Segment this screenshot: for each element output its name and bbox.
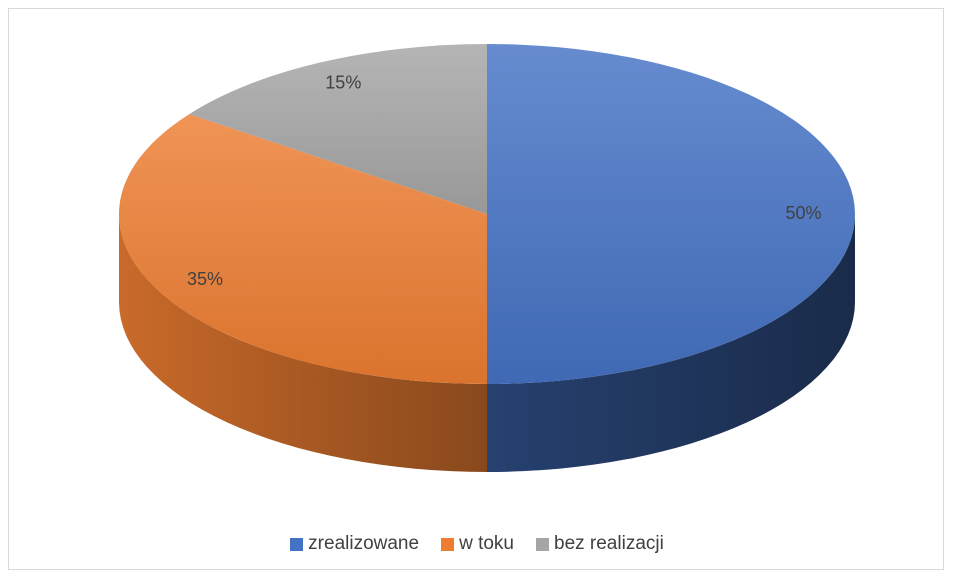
legend-label-w-toku: w toku	[459, 533, 514, 554]
legend: zrealizowane w toku bez realizacji	[0, 533, 954, 555]
pie-slice-bez-realizacji	[189, 44, 488, 214]
legend-label-bez-realizacji: bez realizacji	[554, 533, 664, 554]
data-label-bez-realizacji: 15%	[325, 72, 361, 92]
pie-side-zrealizowane	[487, 214, 855, 472]
pie-data-labels: 50% 35% 15%	[187, 72, 821, 289]
data-label-w-toku: 35%	[187, 269, 223, 289]
legend-label-zrealizowane: zrealizowane	[308, 533, 420, 554]
legend-item-w-toku: w toku	[441, 533, 514, 555]
pie-side-w-toku	[119, 214, 487, 472]
legend-item-bez-realizacji: bez realizacji	[536, 533, 664, 555]
legend-swatch-zrealizowane	[290, 537, 304, 551]
legend-item-zrealizowane: zrealizowane	[290, 533, 419, 555]
pie-tops	[118, 44, 855, 384]
pie-sides	[119, 214, 855, 472]
legend-swatch-bez-realizacji	[536, 537, 549, 551]
data-label-zrealizowane: 50%	[785, 203, 821, 223]
legend-swatch-w-toku	[441, 537, 455, 551]
pie-slice-zrealizowane	[487, 44, 855, 384]
pie-slice-w-toku	[118, 114, 487, 384]
